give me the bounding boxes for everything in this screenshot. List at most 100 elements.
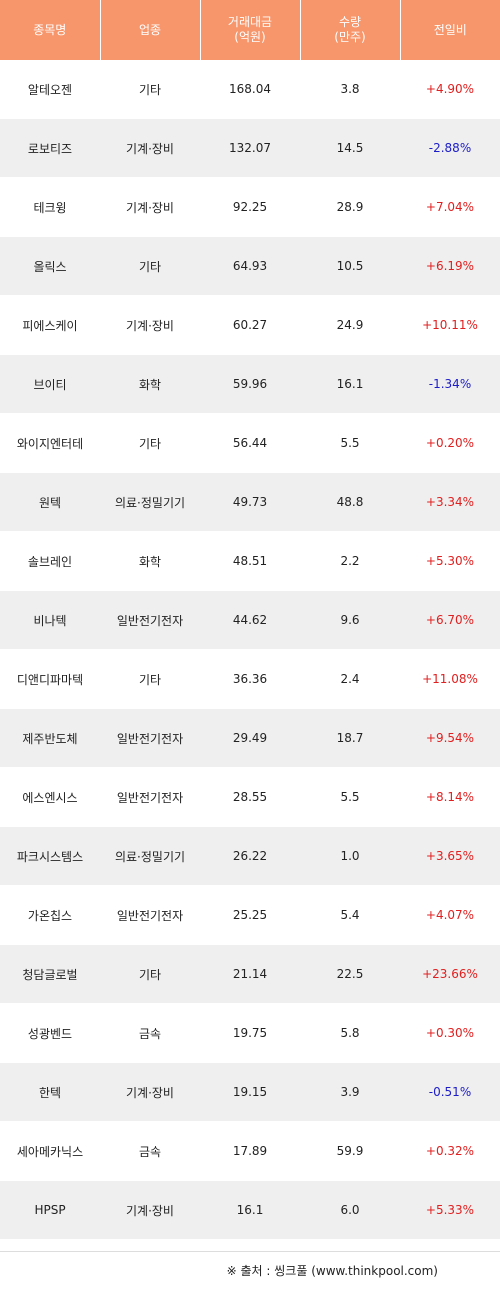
cell-change: -0.51% — [400, 1062, 500, 1122]
cell-qty: 5.5 — [300, 413, 400, 473]
cell-qty: 59.9 — [300, 1121, 400, 1181]
table-row: 솔브레인 화학 48.51 2.2 +5.30% — [0, 531, 500, 591]
column-header-name: 종목명 — [0, 0, 101, 60]
table-row: 한텍 기계·장비 19.15 3.9 -0.51% — [0, 1062, 500, 1122]
table-row: 브이티 화학 59.96 16.1 -1.34% — [0, 354, 500, 414]
cell-sector: 기계·장비 — [100, 118, 200, 178]
cell-sector: 일반전기전자 — [100, 767, 200, 827]
cell-sector: 기계·장비 — [100, 177, 200, 237]
cell-sector: 의료·정밀기기 — [100, 826, 200, 886]
cell-amount: 56.44 — [200, 413, 300, 473]
cell-change: +7.04% — [400, 177, 500, 237]
cell-qty: 10.5 — [300, 236, 400, 296]
cell-qty: 3.8 — [300, 60, 400, 119]
cell-sector: 일반전기전자 — [100, 885, 200, 945]
cell-change: +3.34% — [400, 472, 500, 532]
column-header-amount: 거래대금 (억원) — [200, 0, 301, 60]
table-row: 세아메카닉스 금속 17.89 59.9 +0.32% — [0, 1121, 500, 1181]
cell-change: +4.90% — [400, 60, 500, 119]
cell-sector: 일반전기전자 — [100, 708, 200, 768]
table-row: 피에스케이 기계·장비 60.27 24.9 +10.11% — [0, 295, 500, 355]
table-row: 디앤디파마텍 기타 36.36 2.4 +11.08% — [0, 649, 500, 709]
cell-qty: 5.5 — [300, 767, 400, 827]
cell-qty: 1.0 — [300, 826, 400, 886]
cell-name: 한텍 — [0, 1062, 100, 1122]
cell-sector: 화학 — [100, 354, 200, 414]
cell-change: +5.33% — [400, 1180, 500, 1240]
cell-name: 와이지엔터테 — [0, 413, 100, 473]
cell-name: 디앤디파마텍 — [0, 649, 100, 709]
cell-amount: 25.25 — [200, 885, 300, 945]
stock-table: 종목명 업종 거래대금 (억원) 수량 (만주) 전일비 알테오젠 기타 168.0… — [0, 0, 500, 1240]
cell-qty: 3.9 — [300, 1062, 400, 1122]
cell-qty: 18.7 — [300, 708, 400, 768]
cell-name: 올릭스 — [0, 236, 100, 296]
header-row: 종목명 업종 거래대금 (억원) 수량 (만주) 전일비 — [0, 0, 500, 60]
cell-change: +8.14% — [400, 767, 500, 827]
cell-sector: 금속 — [100, 1121, 200, 1181]
cell-sector: 기계·장비 — [100, 295, 200, 355]
cell-amount: 29.49 — [200, 708, 300, 768]
cell-sector: 화학 — [100, 531, 200, 591]
cell-name: HPSP — [0, 1180, 100, 1240]
cell-change: +0.32% — [400, 1121, 500, 1181]
column-header-label: 전일비 — [433, 22, 467, 37]
cell-name: 파크시스템스 — [0, 826, 100, 886]
cell-amount: 48.51 — [200, 531, 300, 591]
cell-qty: 14.5 — [300, 118, 400, 178]
cell-amount: 26.22 — [200, 826, 300, 886]
table-header: 종목명 업종 거래대금 (억원) 수량 (만주) 전일비 — [0, 0, 500, 60]
cell-qty: 22.5 — [300, 944, 400, 1004]
cell-amount: 132.07 — [200, 118, 300, 178]
cell-change: +3.65% — [400, 826, 500, 886]
table-row: 비나텍 일반전기전자 44.62 9.6 +6.70% — [0, 590, 500, 650]
cell-name: 청담글로벌 — [0, 944, 100, 1004]
cell-sector: 기계·장비 — [100, 1180, 200, 1240]
cell-amount: 44.62 — [200, 590, 300, 650]
cell-amount: 19.15 — [200, 1062, 300, 1122]
cell-name: 알테오젠 — [0, 60, 100, 119]
cell-sector: 기타 — [100, 413, 200, 473]
column-header-label: 수량 (만주) — [334, 15, 366, 44]
cell-sector: 기타 — [100, 236, 200, 296]
cell-qty: 5.8 — [300, 1003, 400, 1063]
table-row: 알테오젠 기타 168.04 3.8 +4.90% — [0, 60, 500, 119]
cell-qty: 16.1 — [300, 354, 400, 414]
column-header-sector: 업종 — [100, 0, 201, 60]
cell-name: 피에스케이 — [0, 295, 100, 355]
table-row: 로보티즈 기계·장비 132.07 14.5 -2.88% — [0, 118, 500, 178]
table-row: 파크시스템스 의료·정밀기기 26.22 1.0 +3.65% — [0, 826, 500, 886]
cell-change: +6.70% — [400, 590, 500, 650]
table-row: 제주반도체 일반전기전자 29.49 18.7 +9.54% — [0, 708, 500, 768]
column-header-qty: 수량 (만주) — [300, 0, 401, 60]
cell-qty: 6.0 — [300, 1180, 400, 1240]
table-row: 성광벤드 금속 19.75 5.8 +0.30% — [0, 1003, 500, 1063]
table-row: 가온칩스 일반전기전자 25.25 5.4 +4.07% — [0, 885, 500, 945]
cell-change: +0.30% — [400, 1003, 500, 1063]
column-header-label: 업종 — [138, 22, 162, 37]
cell-change: -2.88% — [400, 118, 500, 178]
cell-name: 로보티즈 — [0, 118, 100, 178]
table-row: 에스엔시스 일반전기전자 28.55 5.5 +8.14% — [0, 767, 500, 827]
table-row: 청담글로벌 기타 21.14 22.5 +23.66% — [0, 944, 500, 1004]
cell-name: 에스엔시스 — [0, 767, 100, 827]
cell-amount: 59.96 — [200, 354, 300, 414]
cell-name: 제주반도체 — [0, 708, 100, 768]
source-note: ※ 출처 : 씽크풀 (www.thinkpool.com) — [226, 1264, 438, 1278]
cell-amount: 19.75 — [200, 1003, 300, 1063]
table-body: 알테오젠 기타 168.04 3.8 +4.90% 로보티즈 기계·장비 132.07 14.5… — [0, 60, 500, 1240]
cell-amount: 168.04 — [200, 60, 300, 119]
cell-amount: 17.89 — [200, 1121, 300, 1181]
cell-change: +11.08% — [400, 649, 500, 709]
cell-sector: 일반전기전자 — [100, 590, 200, 650]
column-header-label: 종목명 — [33, 22, 67, 37]
cell-qty: 24.9 — [300, 295, 400, 355]
cell-change: +6.19% — [400, 236, 500, 296]
cell-sector: 의료·정밀기기 — [100, 472, 200, 532]
cell-name: 솔브레인 — [0, 531, 100, 591]
cell-amount: 49.73 — [200, 472, 300, 532]
cell-amount: 92.25 — [200, 177, 300, 237]
table-row: HPSP 기계·장비 16.1 6.0 +5.33% — [0, 1180, 500, 1240]
cell-change: -1.34% — [400, 354, 500, 414]
